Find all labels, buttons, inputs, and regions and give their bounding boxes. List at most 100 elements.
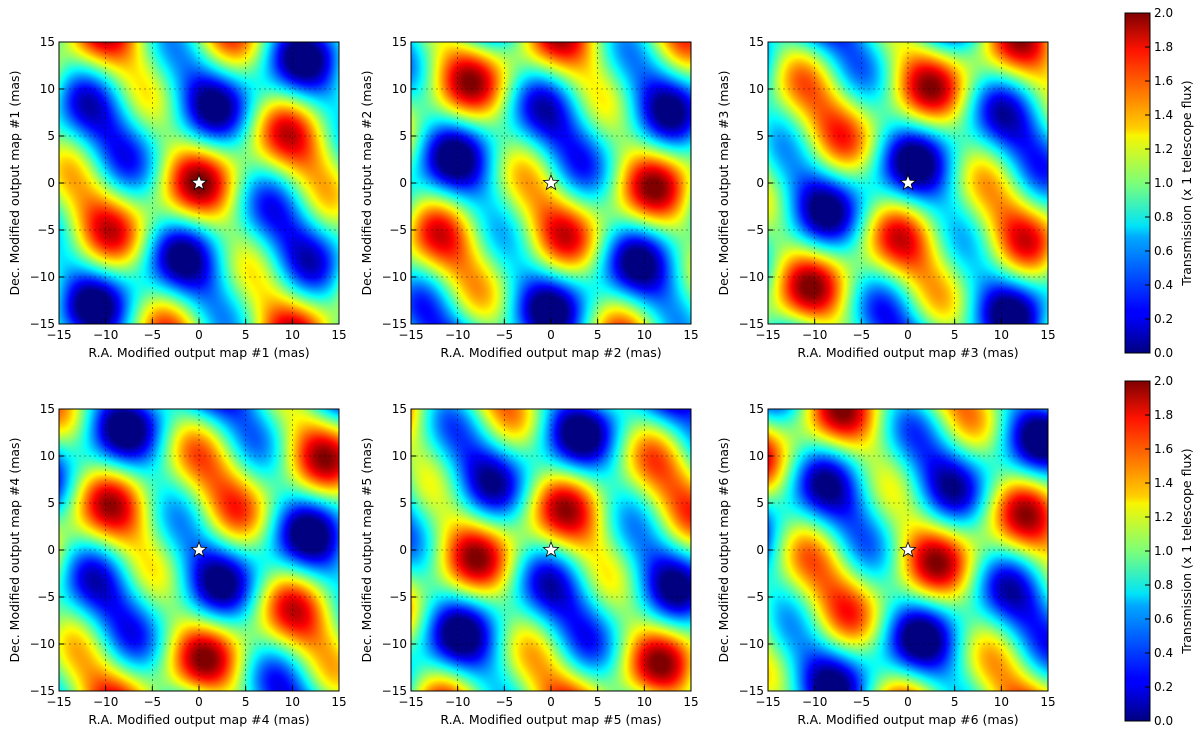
y-tick-label: 0 xyxy=(756,543,764,557)
y-tick-label: 10 xyxy=(40,82,55,96)
y-tick-label: −15 xyxy=(739,684,764,698)
y-tick-label: 15 xyxy=(749,402,764,416)
x-tick-label: 10 xyxy=(994,328,1009,342)
y-tick-label: −10 xyxy=(739,637,764,651)
x-tick-label: 5 xyxy=(951,695,959,709)
x-tick-label: −5 xyxy=(852,328,870,342)
x-tick-label: 0 xyxy=(547,328,555,342)
x-tick-label: −5 xyxy=(143,695,161,709)
panel-2: −15 −10 −5 0 5 10 15 −15 −10 −5 0 5 10 15 R.A. Modifie… xyxy=(359,35,699,360)
y-tick-label: 0 xyxy=(399,543,407,557)
colorbar-tick-label: 1.6 xyxy=(1154,442,1173,456)
y-tick-label: 5 xyxy=(399,496,407,510)
x-tick-label: 5 xyxy=(594,328,602,342)
x-axis-label: R.A. Modified output map #4 (mas) xyxy=(88,712,309,727)
y-tick-label: 15 xyxy=(392,35,407,49)
y-tick-label: 5 xyxy=(47,129,55,143)
x-tick-label: −15 xyxy=(398,695,423,709)
y-tick-label: −15 xyxy=(739,317,764,331)
x-tick-label: −5 xyxy=(495,328,513,342)
y-tick-label: 0 xyxy=(47,543,55,557)
x-tick-label: −10 xyxy=(445,328,470,342)
x-tick-label: −5 xyxy=(143,328,161,342)
colorbar-label: Transmission (x 1 telescope flux) xyxy=(1179,80,1194,286)
x-axis-label: R.A. Modified output map #1 (mas) xyxy=(88,345,309,360)
x-tick-label: 5 xyxy=(951,328,959,342)
y-tick-label: 10 xyxy=(749,449,764,463)
x-tick-label: −15 xyxy=(46,695,71,709)
colorbar-label: Transmission (x 1 telescope flux) xyxy=(1179,448,1194,654)
y-tick-label: 10 xyxy=(40,449,55,463)
panel-5: −15 −10 −5 0 5 10 15 −15 −10 −5 0 5 10 15 R.A. Modifie… xyxy=(359,402,699,727)
y-tick-label: −5 xyxy=(37,223,55,237)
y-tick-label: 5 xyxy=(756,129,764,143)
star-marker-icon xyxy=(542,540,560,558)
y-axis-label: Dec. Modified output map #6 (mas) xyxy=(716,438,731,663)
x-tick-label: 0 xyxy=(547,695,555,709)
star-marker-icon xyxy=(190,540,208,558)
y-tick-label: 10 xyxy=(392,82,407,96)
x-axis-label: R.A. Modified output map #3 (mas) xyxy=(797,345,1018,360)
y-tick-label: 15 xyxy=(40,402,55,416)
star-marker-icon xyxy=(899,173,917,191)
y-tick-label: 15 xyxy=(749,35,764,49)
y-tick-label: −5 xyxy=(746,590,764,604)
panel-4: −15 −10 −5 0 5 10 15 −15 −10 −5 0 5 10 15 R.A. Modifie… xyxy=(7,402,347,727)
panels: −15 −10 −5 0 5 10 15 −15 −10 −5 0 5 10 15 R.A. Modifie… xyxy=(7,35,1056,727)
x-tick-label: −10 xyxy=(93,328,118,342)
colorbar-2: 0.0 0.2 0.4 0.6 0.8 1.0 1.2 1.4 1.6 1.8 2.0 Transmi… xyxy=(1124,374,1194,728)
x-axis-label: R.A. Modified output map #5 (mas) xyxy=(440,712,661,727)
y-tick-label: 10 xyxy=(749,82,764,96)
y-tick-label: −5 xyxy=(746,223,764,237)
y-tick-label: 0 xyxy=(47,176,55,190)
y-tick-label: −15 xyxy=(382,317,407,331)
x-tick-label: 10 xyxy=(285,328,300,342)
colorbar-tick-label: 0.4 xyxy=(1154,278,1173,292)
x-tick-label: 0 xyxy=(195,328,203,342)
x-axis-label: R.A. Modified output map #2 (mas) xyxy=(440,345,661,360)
y-tick-label: −15 xyxy=(30,317,55,331)
x-tick-label: 10 xyxy=(285,695,300,709)
x-tick-label: 10 xyxy=(637,328,652,342)
colorbars: 0.0 0.2 0.4 0.6 0.8 1.0 1.2 1.4 1.6 1.8 2.0 Transmi… xyxy=(1124,6,1194,728)
x-tick-label: −10 xyxy=(445,695,470,709)
colorbar-tick-label: 1.8 xyxy=(1154,40,1173,54)
y-tick-label: −5 xyxy=(389,590,407,604)
colorbar-tick-label: 1.8 xyxy=(1154,408,1173,422)
x-tick-label: 10 xyxy=(994,695,1009,709)
y-tick-label: 0 xyxy=(756,176,764,190)
y-axis-label: Dec. Modified output map #5 (mas) xyxy=(359,438,374,663)
panel-3: −15 −10 −5 0 5 10 15 −15 −10 −5 0 5 10 15 R.A. Modifie… xyxy=(716,35,1056,360)
y-tick-label: −10 xyxy=(382,270,407,284)
y-tick-label: −10 xyxy=(30,637,55,651)
y-axis-label: Dec. Modified output map #1 (mas) xyxy=(7,71,22,296)
x-tick-label: −5 xyxy=(852,695,870,709)
colorbar-tick-label: 0.2 xyxy=(1154,312,1173,326)
panel-6: −15 −10 −5 0 5 10 15 −15 −10 −5 0 5 10 15 R.A. Modifie… xyxy=(716,402,1056,727)
colorbar-tick-label: 0.2 xyxy=(1154,680,1173,694)
x-tick-label: 0 xyxy=(904,328,912,342)
colorbar-1: 0.0 0.2 0.4 0.6 0.8 1.0 1.2 1.4 1.6 1.8 2.0 Transmi… xyxy=(1124,6,1194,360)
y-tick-label: −10 xyxy=(382,637,407,651)
star-marker-icon xyxy=(190,173,208,191)
y-axis-label: Dec. Modified output map #2 (mas) xyxy=(359,71,374,296)
y-tick-label: −5 xyxy=(37,590,55,604)
y-axis-label: Dec. Modified output map #4 (mas) xyxy=(7,438,22,663)
y-tick-label: 0 xyxy=(399,176,407,190)
x-tick-label: −15 xyxy=(755,695,780,709)
colorbar-tick-label: 0.8 xyxy=(1154,210,1173,224)
colorbar-tick-label: 2.0 xyxy=(1154,374,1173,388)
x-tick-label: 15 xyxy=(683,328,698,342)
x-tick-label: 5 xyxy=(242,328,250,342)
x-tick-label: 0 xyxy=(195,695,203,709)
colorbar-tick-label: 1.2 xyxy=(1154,142,1173,156)
colorbar-tick-label: 1.4 xyxy=(1154,476,1173,490)
x-tick-label: 15 xyxy=(1040,328,1055,342)
y-tick-label: −15 xyxy=(30,684,55,698)
colorbar-tick-label: 1.0 xyxy=(1154,544,1173,558)
y-tick-label: −5 xyxy=(389,223,407,237)
y-axis-label: Dec. Modified output map #3 (mas) xyxy=(716,71,731,296)
y-tick-label: −15 xyxy=(382,684,407,698)
y-tick-label: 10 xyxy=(392,449,407,463)
